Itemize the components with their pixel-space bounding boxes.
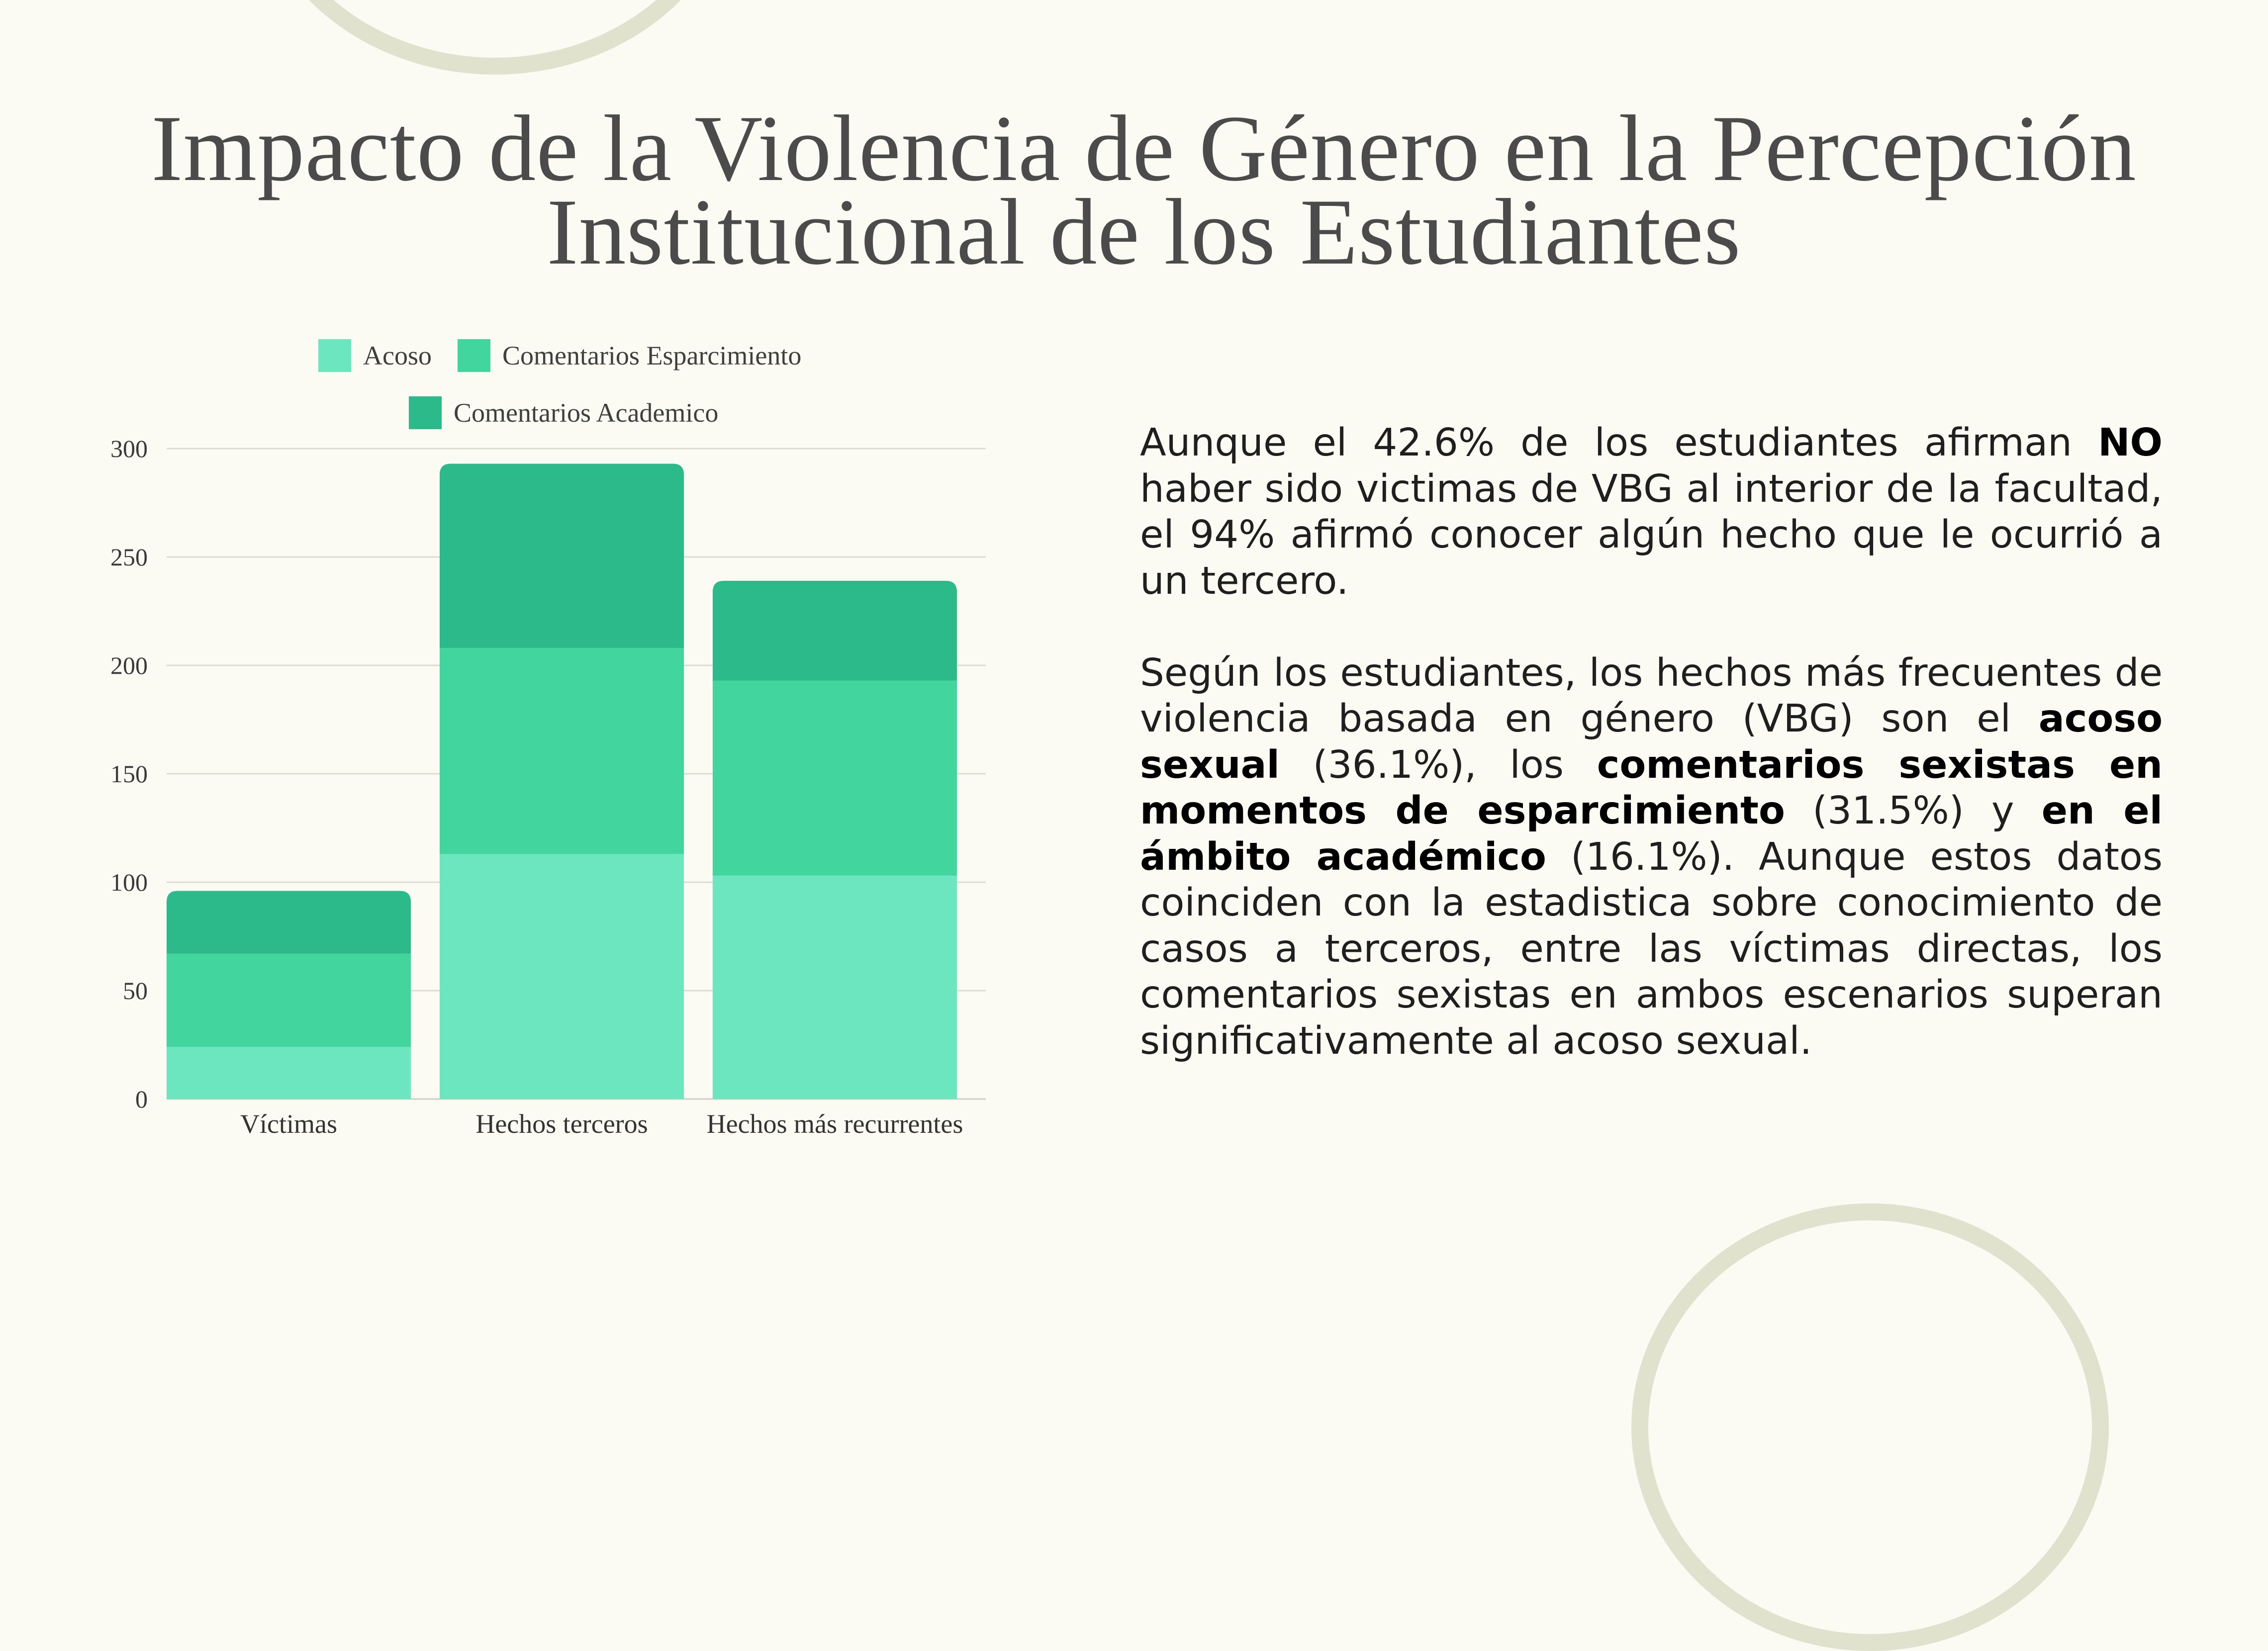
legend-label: Acoso: [363, 341, 432, 370]
bar-segment: [713, 580, 957, 681]
body-text: (36.1%), los: [1279, 742, 1597, 787]
emphasis-text: en el ámbito académico: [1140, 789, 2163, 879]
bar-segment: [440, 648, 684, 854]
x-category-label: Víctimas: [240, 1109, 337, 1139]
legend-item-comentarios-esparcimiento: Comentarios Esparcimiento: [457, 339, 802, 372]
body-text: Aunque el 42.6% de los estudiantes afirm…: [1140, 421, 2098, 465]
chart-legend: Acoso Comentarios Esparcimiento: [318, 338, 827, 373]
bar-segment: [440, 854, 684, 1099]
page-title: Impacto de la Violencia de Género en la …: [99, 96, 2188, 284]
paragraph-victims: Aunque el 42.6% de los estudiantes afirm…: [1140, 420, 2163, 604]
body-text: (31.5%) y: [1785, 789, 2042, 833]
legend-label: Comentarios Esparcimiento: [502, 341, 802, 370]
legend-swatch: [457, 339, 490, 372]
legend-swatch: [409, 396, 442, 429]
y-tick-label: 300: [110, 435, 148, 462]
legend-swatch: [318, 339, 351, 372]
emphasis-text: NO: [2098, 421, 2163, 465]
description-text: Aunque el 42.6% de los estudiantes afirm…: [1140, 420, 2163, 1064]
title-line-1: Impacto de la Violencia de Género en la …: [151, 96, 2137, 201]
stacked-bar-chart: 0 50 100 150 200 250 300 Víctimas Hechos tercero…: [110, 435, 986, 1139]
emphasis-text: comentarios sexistas en momentos de espa…: [1140, 742, 2163, 833]
bar-segment: [713, 875, 957, 1099]
chart-legend-row-2: Comentarios Academico: [409, 395, 744, 430]
y-tick-label: 100: [110, 868, 148, 896]
title-line-2: Institucional de los Estudiantes: [547, 180, 1741, 284]
paragraph-frequent-events: Según los estudiantes, los hechos más fr…: [1140, 650, 2163, 1065]
x-category-label: Hechos terceros: [475, 1109, 648, 1139]
y-tick-label: 150: [110, 760, 148, 788]
body-text: (16.1%). Aunque estos datos coinciden co…: [1140, 834, 2163, 1063]
bar-segment: [713, 680, 957, 876]
x-category-label: Hechos más recurrentes: [707, 1109, 963, 1139]
decorative-ring-bottom: [1631, 1203, 2109, 1651]
bar-segment: [440, 463, 684, 648]
y-tick-label: 200: [110, 651, 148, 679]
body-text: haber sido victimas de VBG al interior d…: [1140, 466, 2163, 603]
legend-item-comentarios-academico: Comentarios Academico: [409, 396, 718, 429]
emphasis-text: acoso sexual: [1140, 697, 2163, 787]
bar-segment: [167, 1047, 411, 1099]
y-tick-label: 0: [135, 1085, 148, 1113]
y-tick-label: 50: [123, 977, 148, 1005]
legend-label: Comentarios Academico: [454, 398, 719, 428]
body-text: Según los estudiantes, los hechos más fr…: [1140, 650, 2163, 741]
legend-item-acoso: Acoso: [318, 339, 432, 372]
bar-segment: [167, 953, 411, 1047]
y-tick-label: 250: [110, 543, 148, 571]
bar-segment: [167, 891, 411, 954]
